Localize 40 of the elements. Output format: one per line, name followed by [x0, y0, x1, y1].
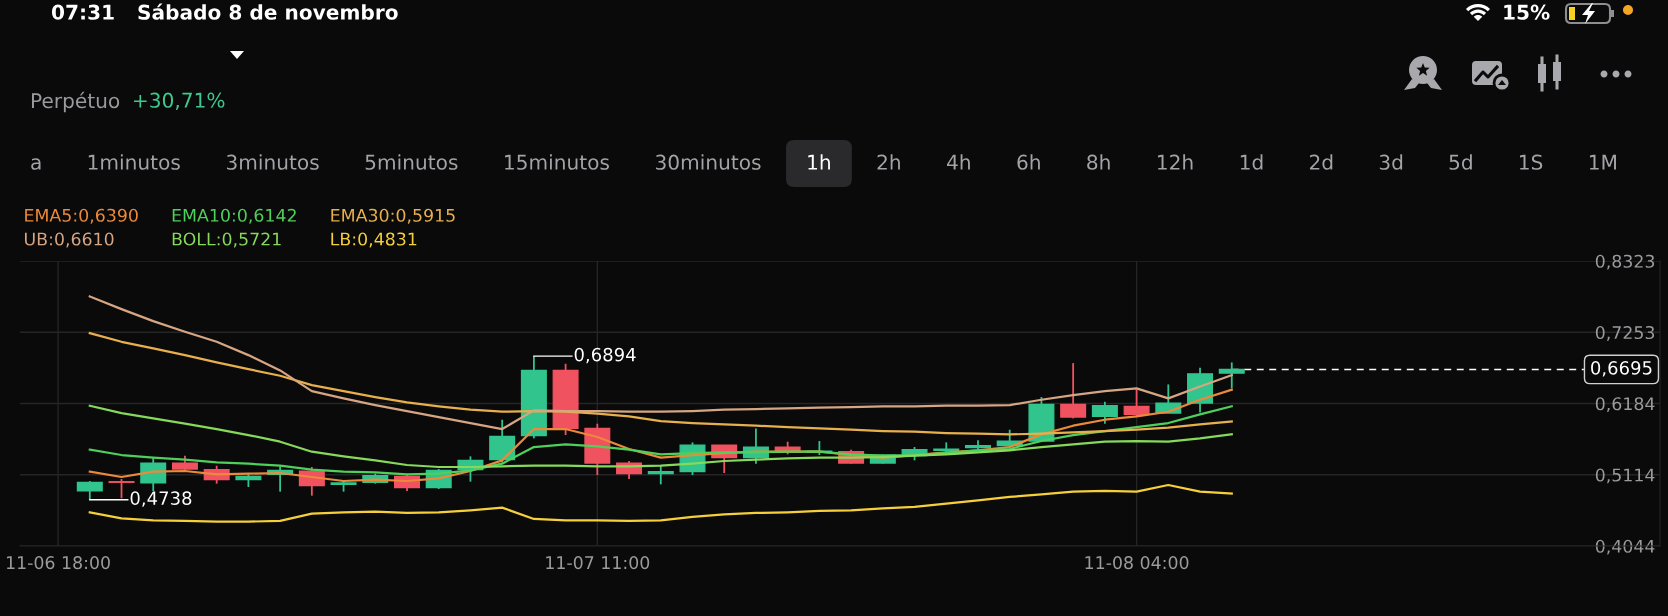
text: 1h	[808, 154, 830, 170]
text: EMA5:0,6390	[25, 208, 138, 224]
x-tick-label: 11-07 11:00	[546, 556, 650, 570]
x-tick-label: 11-06 18:00	[6, 556, 110, 570]
text: +30,71%	[134, 92, 225, 110]
text: 2h	[877, 154, 900, 170]
annotation: 0,4738	[130, 491, 192, 507]
text: 30minutos	[656, 154, 761, 170]
text: 3d	[1379, 154, 1403, 170]
text: 15minutos	[505, 154, 609, 170]
text: a	[31, 158, 41, 170]
text: 12h	[1158, 154, 1193, 170]
y-tick-label: 0,5114	[1595, 468, 1655, 484]
text: EMA10:0,6142	[172, 208, 296, 224]
chart-subtitle: Perpétuo	[31, 91, 120, 113]
text: BOLL:0,5721	[172, 232, 281, 248]
y-tick-label: 0,8323	[1595, 254, 1655, 270]
y-tick-label: 0,4044	[1595, 539, 1655, 555]
text: 5d	[1449, 154, 1472, 170]
annotation: 0,6894	[574, 347, 636, 364]
text: 4h	[947, 154, 970, 170]
text: 3minutos	[226, 154, 319, 170]
text: 1minutos	[88, 154, 180, 170]
text: 07:31	[51, 4, 114, 20]
x-tick-label: 11-08 04:00	[1085, 556, 1189, 570]
text: 1S	[1519, 154, 1543, 170]
y-tick-label: 0,6184	[1595, 397, 1655, 413]
text: 15%	[1504, 4, 1550, 20]
y-tick-label: 0,7253	[1595, 325, 1655, 341]
ref-line-label: 0,6695	[1591, 361, 1652, 377]
text: 2d	[1309, 154, 1333, 170]
text: 8h	[1087, 154, 1110, 170]
text: 5minutos	[365, 154, 458, 170]
text: 6h	[1017, 154, 1040, 170]
text: Sábado 8 de novembro	[138, 3, 398, 20]
text: EMA30:0,5915	[331, 208, 455, 224]
text: 1d	[1240, 154, 1263, 170]
text: 1M	[1589, 154, 1616, 170]
text: UB:0,6610	[24, 232, 114, 248]
text: LB:0,4831	[331, 232, 417, 248]
